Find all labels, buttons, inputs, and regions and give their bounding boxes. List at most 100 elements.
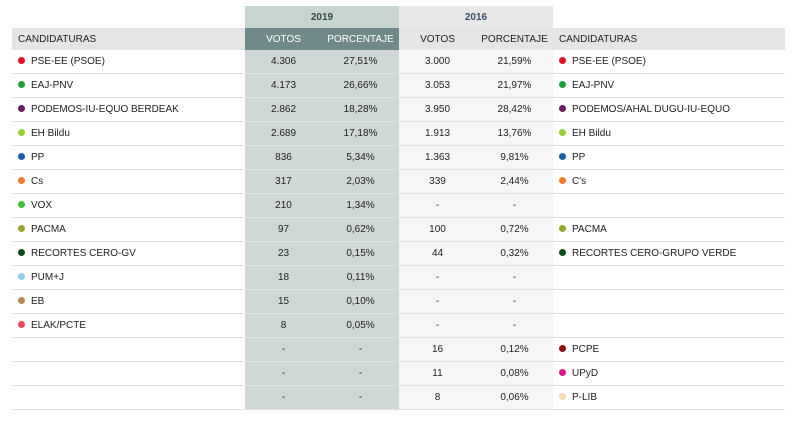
votes-2019-cell: -: [245, 337, 322, 362]
party-color-dot-icon: [18, 176, 25, 184]
party-color-dot-icon: [18, 200, 25, 208]
votes-2016-cell: 44: [399, 241, 476, 266]
percent-2019-cell: 0,05%: [322, 313, 399, 338]
percent-2016-cell: 13,76%: [476, 121, 553, 146]
party-name: EAJ-PNV: [31, 79, 74, 91]
party-name: PUM+J: [31, 271, 65, 283]
table-row: VOX 210 1,34% - -: [12, 193, 785, 218]
votes-2019-cell: -: [245, 361, 322, 386]
percent-2019-cell: 5,34%: [322, 145, 399, 170]
votes-2016-cell: 3.950: [399, 97, 476, 122]
results-body: PSE-EE (PSOE) 4.306 27,51% 3.000 21,59% PSE-E…: [12, 50, 785, 410]
votes-2016-cell: -: [399, 265, 476, 290]
party-name: P-LIB: [572, 391, 598, 403]
party-color-dot-icon: [18, 296, 25, 304]
table-row: ELAK/PCTE 8 0,05% - -: [12, 313, 785, 338]
party-name: PACMA: [31, 223, 66, 235]
party-color-dot-icon: [18, 248, 25, 256]
percent-2016-cell: 0,08%: [476, 361, 553, 386]
party-name: RECORTES CERO-GRUPO VERDE: [572, 247, 737, 259]
party-name: EH Bildu: [572, 127, 611, 139]
party-cell-2019: EB: [12, 289, 245, 314]
party-color-dot-icon: [559, 248, 566, 256]
votes-2019-cell: 23: [245, 241, 322, 266]
votes-2019-cell: 4.306: [245, 50, 322, 74]
party-cell-2016: PACMA: [553, 217, 785, 242]
year-2016-header: 2016: [399, 6, 553, 28]
percent-2019-cell: 2,03%: [322, 169, 399, 194]
party-cell-2016: [553, 313, 785, 338]
percent-2016-cell: 9,81%: [476, 145, 553, 170]
party-cell-2019: [12, 361, 245, 386]
percent-2019-cell: 0,15%: [322, 241, 399, 266]
header-porcentaje-2019: PORCENTAJE: [322, 28, 399, 50]
votes-2016-cell: 1.913: [399, 121, 476, 146]
percent-2016-cell: -: [476, 313, 553, 338]
party-color-dot-icon: [559, 80, 566, 88]
party-color-dot-icon: [18, 104, 25, 112]
party-name: PSE-EE (PSOE): [31, 55, 105, 67]
party-color-dot-icon: [559, 224, 566, 232]
party-name: EAJ-PNV: [572, 79, 615, 91]
table-row: PUM+J 18 0,11% - -: [12, 265, 785, 290]
votes-2016-cell: 100: [399, 217, 476, 242]
party-color-dot-icon: [559, 56, 566, 64]
percent-2016-cell: -: [476, 265, 553, 290]
party-color-dot-icon: [559, 392, 566, 400]
votes-2019-cell: 15: [245, 289, 322, 314]
table-row: PODEMOS-IU-EQUO BERDEAK 2.862 18,28% 3.950 2…: [12, 97, 785, 122]
percent-2016-cell: 21,97%: [476, 73, 553, 98]
party-cell-2016: [553, 289, 785, 314]
party-cell-2016: EH Bildu: [553, 121, 785, 146]
party-cell-2019: RECORTES CERO-GV: [12, 241, 245, 266]
year-header-row: 2019 2016: [12, 6, 785, 28]
party-cell-2016: PODEMOS/AHAL DUGU-IU-EQUO: [553, 97, 785, 122]
percent-2016-cell: 0,72%: [476, 217, 553, 242]
header-candidaturas-2019: CANDIDATURAS: [12, 28, 245, 50]
votes-2016-cell: 3.053: [399, 73, 476, 98]
party-cell-2016: C's: [553, 169, 785, 194]
percent-2019-cell: 0,10%: [322, 289, 399, 314]
party-color-dot-icon: [18, 56, 25, 64]
percent-2016-cell: -: [476, 193, 553, 218]
party-color-dot-icon: [18, 320, 25, 328]
party-color-dot-icon: [18, 272, 25, 280]
party-name: UPyD: [572, 367, 599, 379]
party-color-dot-icon: [18, 152, 25, 160]
table-row: - -8 0,06% P-LIB: [12, 385, 785, 410]
party-cell-2016: [553, 193, 785, 218]
votes-2019-cell: 97: [245, 217, 322, 242]
votes-2019-cell: 8: [245, 313, 322, 338]
votes-2019-cell: 2.862: [245, 97, 322, 122]
party-name: PP: [31, 151, 45, 163]
votes-2016-cell: 16: [399, 337, 476, 362]
party-name: RECORTES CERO-GV: [31, 247, 136, 259]
percent-2016-cell: 0,32%: [476, 241, 553, 266]
party-color-dot-icon: [18, 224, 25, 232]
percent-2019-cell: 0,11%: [322, 265, 399, 290]
percent-2019-cell: -: [322, 337, 399, 362]
votes-2019-cell: 4.173: [245, 73, 322, 98]
party-name: PP: [572, 151, 586, 163]
table-row: - -16 0,12% PCPE: [12, 337, 785, 362]
party-cell-2019: PODEMOS-IU-EQUO BERDEAK: [12, 97, 245, 122]
party-cell-2016: P-LIB: [553, 385, 785, 410]
party-cell-2019: VOX: [12, 193, 245, 218]
year-spacer-left: [12, 6, 245, 28]
party-color-dot-icon: [18, 80, 25, 88]
table-row: EAJ-PNV 4.173 26,66% 3.053 21,97% EAJ-PNV: [12, 73, 785, 98]
percent-2016-cell: -: [476, 289, 553, 314]
party-cell-2016: [553, 265, 785, 290]
percent-2019-cell: 0,62%: [322, 217, 399, 242]
party-name: PCPE: [572, 343, 600, 355]
party-color-dot-icon: [559, 368, 566, 376]
votes-2019-cell: 210: [245, 193, 322, 218]
party-cell-2016: RECORTES CERO-GRUPO VERDE: [553, 241, 785, 266]
votes-2016-cell: -: [399, 289, 476, 314]
table-row: Cs 317 2,03% 339 2,44% C's: [12, 169, 785, 194]
votes-2016-cell: 11: [399, 361, 476, 386]
party-cell-2019: EAJ-PNV: [12, 73, 245, 98]
party-cell-2019: EH Bildu: [12, 121, 245, 146]
header-votos-2016: VOTOS: [399, 28, 476, 50]
votes-2019-cell: 2.689: [245, 121, 322, 146]
